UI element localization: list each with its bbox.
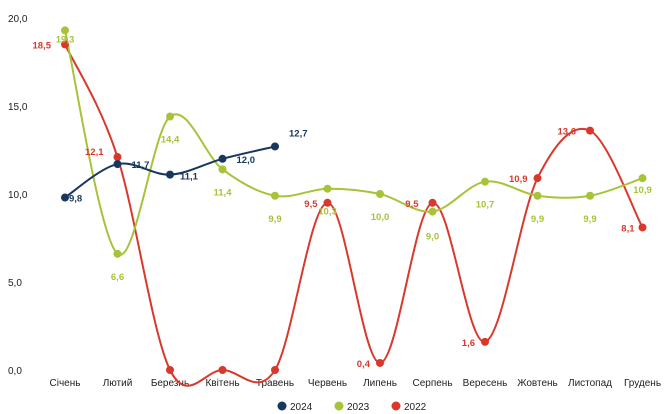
x-tick-label: Грудень [624, 378, 661, 389]
data-point-2023 [61, 26, 69, 35]
legend: 2024 2023 2022 [277, 401, 427, 413]
data-label-2023: 10,0 [371, 212, 390, 223]
data-point-2022 [376, 358, 384, 367]
data-label-2022: 10,9 [509, 174, 528, 185]
data-point-2024 [218, 154, 227, 163]
x-tick-label: Травень [256, 378, 294, 389]
series-lines [64, 30, 644, 387]
x-tick-label: Квітень [205, 378, 239, 389]
x-tick-label: Січень [50, 378, 81, 389]
data-point-2024 [166, 170, 174, 179]
data-point-2023 [271, 191, 279, 200]
x-tick-label: Серпень [412, 378, 452, 389]
legend-marker-2022 [391, 401, 401, 411]
data-point-2022 [166, 366, 174, 374]
series-line-2023 [64, 30, 643, 256]
data-point-2022 [586, 126, 594, 135]
data-point-2022 [113, 153, 122, 162]
data-label-2022: 9,5 [304, 199, 318, 210]
data-point-2022 [323, 198, 332, 207]
data-label-2023: 10,7 [476, 200, 495, 211]
data-label-2023: 10,9 [633, 185, 652, 196]
data-label-2023: 19,3 [56, 34, 75, 45]
x-tick-label: Березнь [151, 378, 189, 389]
y-tick-label: 15,0 [8, 102, 28, 113]
data-label-2023: 9,9 [268, 214, 281, 225]
data-point-2022 [481, 337, 489, 346]
data-label-2022: 8,1 [621, 223, 635, 234]
data-point-2024 [271, 142, 279, 151]
x-tick-label: Лютий [103, 378, 133, 389]
data-point-2023 [533, 191, 542, 200]
data-point-2023 [323, 184, 332, 193]
x-axis: Січень Лютий Березнь Квітень Травень Червень Л… [50, 378, 662, 389]
data-label-2022: 18,5 [33, 40, 52, 51]
data-label-2023: 10,3 [318, 207, 337, 218]
y-tick-label: 10,0 [8, 190, 28, 201]
x-tick-label: Червень [308, 378, 347, 389]
data-point-2022 [271, 366, 279, 374]
data-point-2023 [586, 191, 594, 200]
data-point-2022 [638, 223, 647, 232]
data-point-2022 [533, 174, 542, 183]
data-point-2023 [638, 174, 647, 183]
y-tick-label: 0,0 [8, 366, 22, 377]
data-point-2023 [218, 165, 227, 174]
series-points [61, 26, 647, 374]
legend-label-2022: 2022 [404, 402, 427, 413]
data-label-2024: 12,0 [237, 155, 256, 166]
data-point-2023 [113, 249, 122, 258]
x-tick-label: Листопад [568, 378, 612, 389]
data-label-2022: 13,6 [558, 127, 577, 138]
data-label-2022: 0,4 [357, 359, 371, 370]
x-tick-label: Вересень [463, 378, 508, 389]
data-label-2023: 14,4 [161, 135, 180, 146]
series-line-2022 [64, 43, 644, 387]
y-axis: 0,0 5,0 10,0 15,0 20,0 [8, 14, 28, 377]
data-labels: 9,8 11,7 11,1 12,0 12,7 19,3 6,6 14,4 11,4 9,9 10,… [33, 34, 652, 370]
x-tick-label: Жовтень [517, 378, 558, 389]
data-label-2024: 11,7 [132, 160, 150, 171]
data-point-2023 [481, 177, 489, 186]
data-label-2022: 9,5 [405, 199, 419, 210]
data-point-2022 [218, 366, 227, 374]
data-point-2022 [428, 198, 437, 207]
data-label-2024: 12,7 [289, 128, 308, 139]
legend-marker-2023 [334, 401, 344, 411]
x-tick-label: Липень [363, 378, 397, 389]
data-label-2023: 9,9 [531, 214, 544, 225]
data-point-2022 [61, 40, 69, 49]
data-point-2024 [113, 160, 122, 169]
data-label-2024: 9,8 [69, 194, 82, 205]
data-point-2023 [428, 207, 437, 216]
legend-label-2023: 2023 [347, 402, 370, 413]
data-point-2024 [61, 193, 69, 202]
data-label-2022: 12,1 [85, 147, 104, 158]
legend-label-2024: 2024 [290, 402, 313, 413]
data-label-2024: 11,1 [180, 172, 199, 183]
data-point-2023 [376, 190, 384, 198]
legend-marker-2024 [277, 401, 287, 411]
y-tick-label: 20,0 [8, 14, 28, 25]
data-label-2022: 1,6 [462, 338, 475, 349]
y-tick-label: 5,0 [8, 278, 22, 289]
data-point-2023 [166, 112, 174, 121]
data-label-2023: 6,6 [111, 272, 124, 283]
data-label-2023: 9,9 [583, 214, 596, 225]
data-label-2023: 11,4 [214, 187, 233, 198]
data-label-2023: 9,0 [426, 232, 439, 243]
